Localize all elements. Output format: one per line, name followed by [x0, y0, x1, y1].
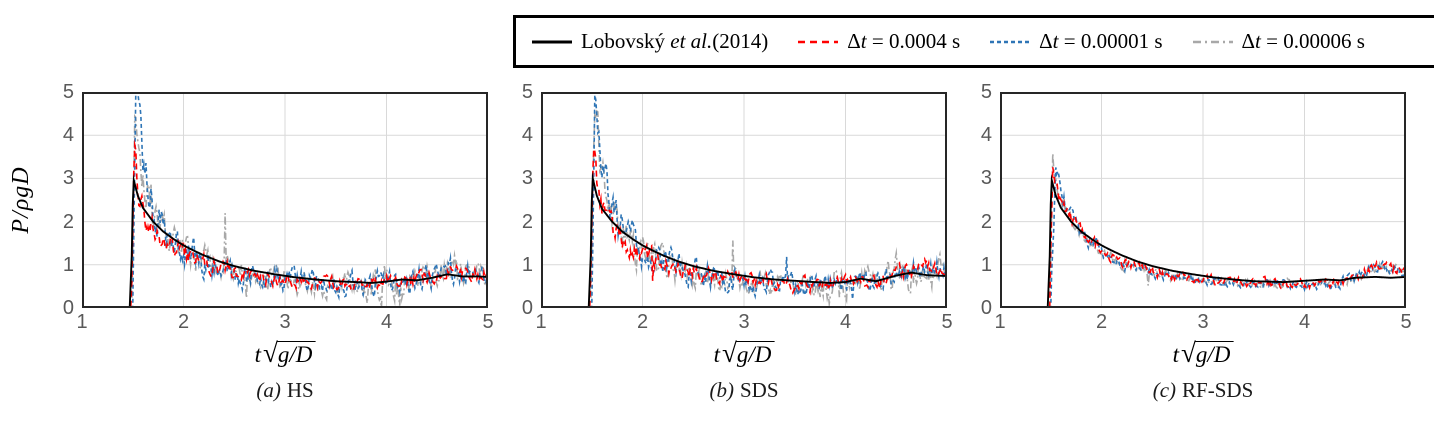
y-axis-label: P/ρgD: [8, 166, 34, 234]
x-tick-label: 5: [1400, 311, 1412, 333]
subplot-caption: (c) RF-SDS: [1153, 378, 1254, 403]
caption-letter: (b): [709, 378, 734, 402]
y-tick-label: 3: [62, 167, 74, 190]
legend-item-dt-0.00001: Δt = 0.00001 s: [990, 29, 1163, 54]
x-tick-label: 1: [535, 311, 547, 333]
legend-label-part: Δ: [1241, 29, 1256, 53]
y-tick-label: 2: [980, 210, 992, 233]
y-tick-label: 1: [980, 253, 992, 276]
y-tick-label: 5: [62, 81, 74, 103]
legend-label-part: = 0.0004 s: [866, 29, 961, 53]
caption-method-name: SDS: [739, 378, 779, 402]
x-tick-label: 3: [1197, 311, 1209, 333]
legend-line-sample-icon: [1192, 40, 1233, 43]
legend-label-part: t: [1052, 29, 1059, 53]
x-tick-label: 5: [941, 311, 953, 333]
legend-item-label: Lobovský et al.(2014): [581, 29, 768, 54]
x-tick-label: 2: [1095, 311, 1108, 333]
x-tick-label: 2: [636, 311, 649, 333]
y-tick-label: 1: [62, 253, 74, 276]
y-tick-label: 0: [521, 297, 533, 319]
y-tick-label: 4: [980, 124, 992, 147]
x-tick-label: 1: [994, 311, 1006, 333]
x-axis-label-radicand: g/D: [1195, 342, 1231, 367]
legend-line-sample-icon: [532, 40, 572, 43]
y-tick-label: 3: [521, 167, 533, 190]
y-tick-label: 3: [980, 167, 992, 190]
legend-label-part: = 0.00001 s: [1058, 29, 1163, 53]
plot-canvas: [1000, 92, 1406, 308]
legend-item-label: Δt = 0.0004 s: [847, 29, 960, 54]
sqrt-symbol: √: [1181, 338, 1196, 368]
legend-line-sample-icon: [798, 40, 839, 43]
legend-label-part: = 0.00006 s: [1260, 29, 1365, 53]
caption-letter: (a): [256, 378, 281, 402]
legend: Lobovský et al.(2014) Δt = 0.0004 s Δt = 0…: [513, 15, 1434, 68]
y-tick-label: 0: [62, 297, 74, 319]
legend-label-part: Δ: [847, 29, 861, 53]
x-axis-label-radicand: g/D: [277, 342, 313, 367]
y-tick-label: 1: [521, 253, 533, 276]
caption-method-name: HS: [286, 378, 314, 402]
y-tick-label: 5: [980, 81, 992, 103]
x-axis-label-variable: t: [1172, 342, 1179, 367]
x-tick-label: 3: [279, 311, 291, 333]
x-axis-label-radicand: g/D: [736, 342, 772, 367]
subplot-caption: (a) HS: [256, 378, 313, 403]
legend-line-sample-icon: [990, 40, 1031, 43]
plot-canvas: [82, 92, 488, 308]
radicand-group: g/D: [276, 341, 316, 368]
y-tick-label: 4: [521, 124, 533, 147]
legend-item-reference: Lobovský et al.(2014): [532, 29, 768, 54]
sqrt-symbol: √: [263, 338, 278, 368]
legend-label-part: (2014): [712, 29, 769, 53]
y-tick-label: 2: [62, 210, 74, 233]
legend-item-label: Δt = 0.00006 s: [1242, 29, 1365, 54]
y-tick-label: 2: [521, 210, 533, 233]
x-axis-label: t √ g/D: [1173, 338, 1234, 369]
x-axis-label-variable: t: [713, 342, 720, 367]
x-tick-label: 1: [76, 311, 88, 333]
legend-label-part: Δ: [1039, 29, 1053, 53]
legend-label-part: t: [1255, 29, 1261, 53]
plot-canvas: [541, 92, 947, 308]
caption-method-name: RF-SDS: [1182, 378, 1254, 402]
y-tick-label: 4: [62, 124, 74, 147]
x-tick-label: 4: [839, 311, 852, 333]
caption-letter: (c): [1152, 378, 1177, 402]
y-tick-label: 5: [521, 81, 533, 103]
legend-item-label: Δt = 0.00001 s: [1039, 29, 1162, 54]
legend-label-part: Lobovský: [581, 29, 671, 53]
sqrt-symbol: √: [722, 338, 737, 368]
x-axis-label-variable: t: [254, 342, 261, 367]
x-axis-label: t √ g/D: [255, 338, 316, 369]
x-tick-label: 5: [482, 311, 494, 333]
x-tick-label: 2: [177, 311, 190, 333]
radicand-group: g/D: [1194, 341, 1234, 368]
x-tick-label: 3: [738, 311, 750, 333]
subplot-caption: (b) SDS: [709, 378, 778, 403]
y-tick-label: 0: [980, 297, 992, 319]
legend-item-dt-0.0004: Δt = 0.0004 s: [798, 29, 960, 54]
x-axis-label: t √ g/D: [714, 338, 775, 369]
radicand-group: g/D: [735, 341, 775, 368]
x-tick-label: 4: [380, 311, 393, 333]
legend-item-dt-0.00006: Δt = 0.00006 s: [1192, 29, 1365, 54]
legend-label-part: et al.: [670, 29, 713, 53]
legend-label-part: t: [860, 29, 867, 53]
x-tick-label: 4: [1298, 311, 1311, 333]
